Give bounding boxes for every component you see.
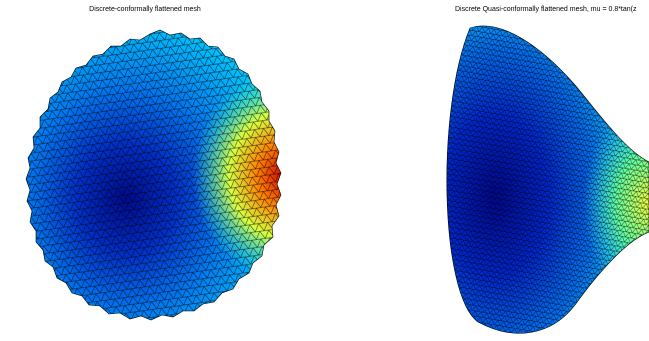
page: Discrete-conformally flattened mesh Disc…	[0, 0, 649, 341]
conformal-mesh	[0, 0, 310, 341]
mesh-edges	[0, 0, 310, 341]
panel-title: Discrete Quasi-conformally flattened mes…	[455, 6, 637, 13]
quasi-conformal-mesh	[420, 0, 649, 341]
figure: Discrete-conformally flattened mesh Disc…	[0, 0, 649, 341]
mesh-edges	[420, 0, 649, 341]
panel-title: Discrete-conformally flattened mesh	[89, 6, 201, 13]
